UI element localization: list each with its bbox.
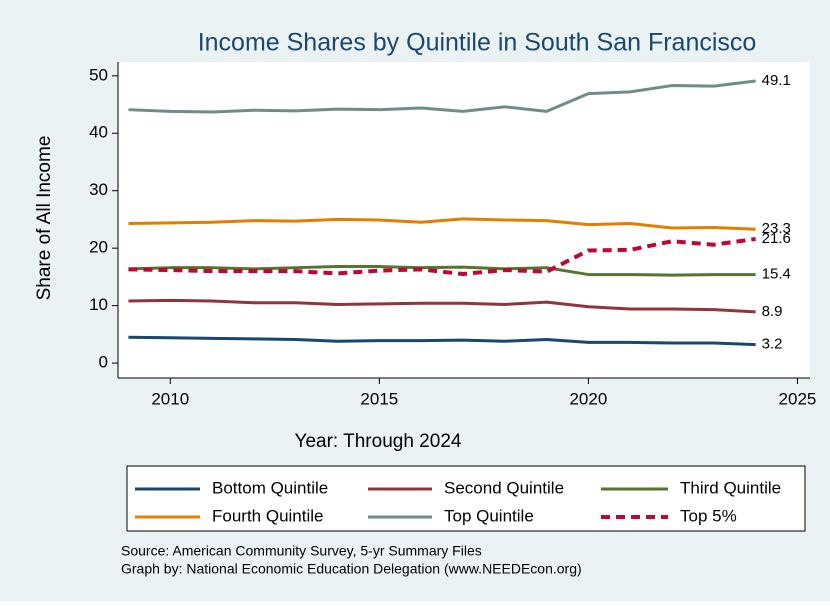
y-tick-label: 20 (89, 238, 108, 257)
legend-box (126, 465, 806, 532)
series-line (128, 236, 756, 277)
y-tick-label: 30 (89, 180, 108, 199)
end-label: 3.2 (762, 336, 783, 353)
end-label: 15.4 (762, 266, 791, 283)
legend-label: Top Quintile (444, 506, 534, 525)
chart-title: Income Shares by Quintile in South San F… (198, 29, 757, 57)
series-line (128, 265, 756, 277)
series-line (128, 335, 756, 347)
end-label: 21.6 (762, 230, 791, 247)
y-tick-label: 10 (89, 295, 108, 314)
x-tick-label: 2020 (569, 389, 607, 408)
series-line (128, 298, 756, 314)
source-note: Source: American Community Survey, 5-yr … (121, 543, 482, 559)
end-label: 8.9 (762, 303, 783, 320)
legend-label: Second Quintile (444, 478, 564, 497)
y-tick-label: 50 (89, 65, 108, 84)
x-tick-label: 2010 (151, 389, 189, 408)
end-label: 23.3 (762, 220, 791, 237)
y-tick-label: 40 (89, 123, 108, 142)
series-line (128, 79, 756, 114)
credit-note: Graph by: National Economic Education De… (121, 561, 582, 577)
x-axis-label: Year: Through 2024 (295, 431, 462, 452)
x-tick-label: 2015 (360, 389, 398, 408)
y-axis-label: Share of All Income (34, 136, 55, 301)
legend-label: Bottom Quintile (212, 478, 328, 497)
end-label: 49.1 (762, 72, 791, 89)
y-tick-label: 0 (99, 353, 108, 372)
series-line (128, 217, 756, 231)
legend-label: Fourth Quintile (212, 506, 324, 525)
legend-label: Third Quintile (680, 478, 781, 497)
x-tick-label: 2025 (779, 389, 817, 408)
legend-label: Top 5% (680, 506, 737, 525)
